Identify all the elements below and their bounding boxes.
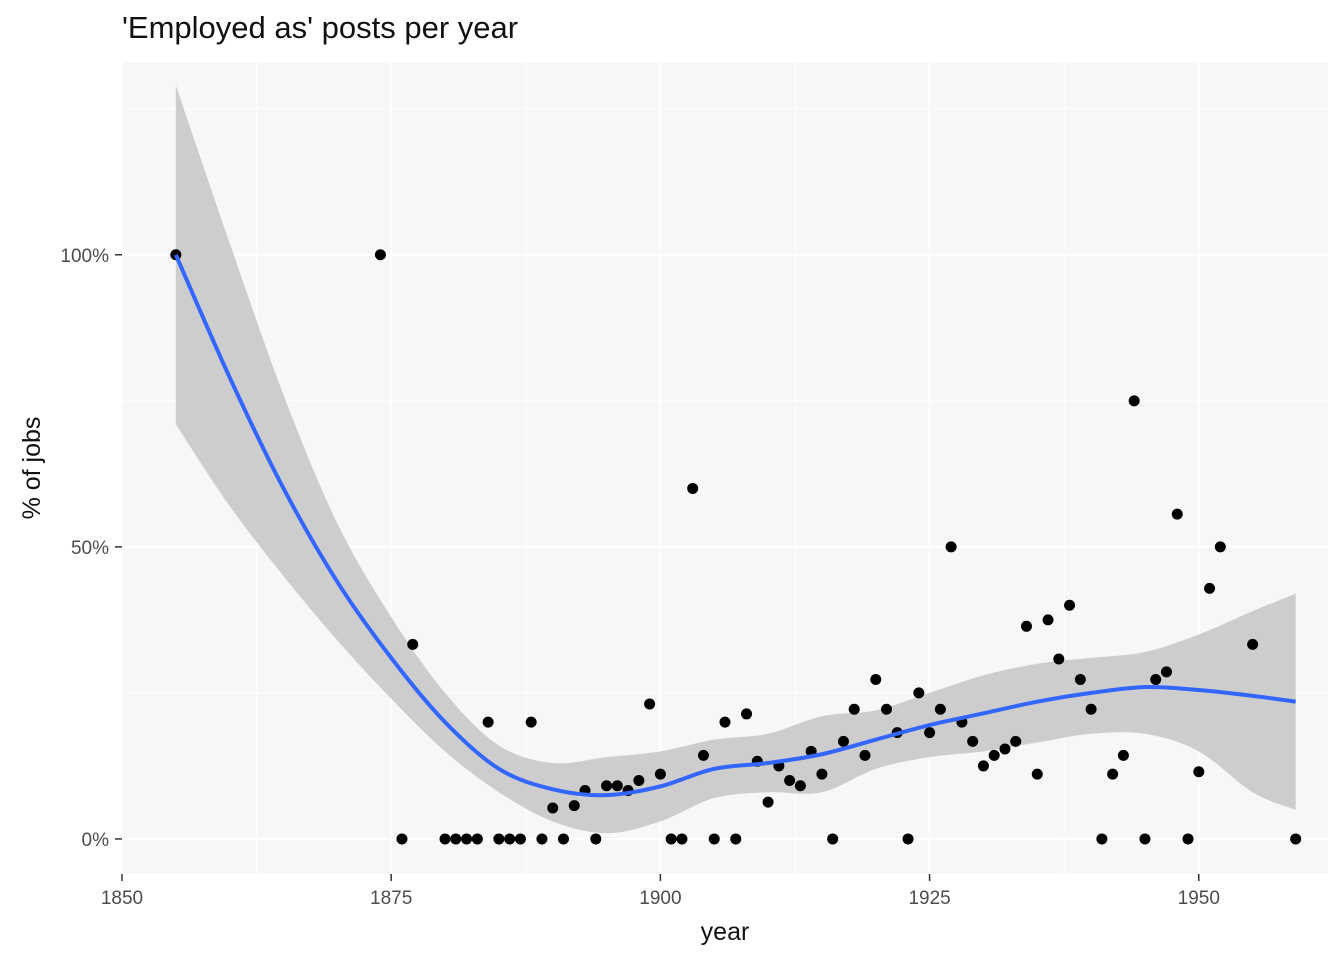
data-point [816,768,828,780]
data-point [1204,582,1216,594]
data-point [1074,673,1086,685]
data-point [1107,768,1119,780]
data-point [719,716,731,728]
data-point [1085,703,1097,715]
data-point [1042,614,1054,626]
data-point [697,749,709,761]
data-point [741,708,753,720]
data-point [687,482,699,494]
data-point [988,749,1000,761]
data-point [708,833,720,845]
data-point [794,780,806,792]
data-point [601,780,613,792]
data-point [590,833,602,845]
data-point [504,833,516,845]
data-point [611,780,623,792]
data-point [1031,768,1043,780]
data-point [633,775,645,787]
data-point [450,833,462,845]
y-axis-title: % of jobs [18,417,46,520]
y-tick-label: 100% [60,246,109,267]
data-point [644,698,656,710]
y-tick-label: 50% [71,538,109,559]
x-axis-title: year [701,918,750,946]
data-point [1150,673,1162,685]
data-point [1160,666,1172,678]
data-point [859,749,871,761]
data-points [170,249,1302,845]
data-point [1021,620,1032,632]
data-point [945,541,957,553]
data-point [1171,508,1183,520]
data-point [547,802,559,814]
data-point [525,716,537,728]
data-point [461,833,473,845]
y-axis-ticks: 0% 50% 100% [60,246,122,851]
data-point [1053,653,1065,665]
data-point [568,800,580,812]
data-point [762,796,774,808]
data-point [902,833,914,845]
chart-title: 'Employed as' posts per year [122,10,519,45]
data-point [557,833,569,845]
data-point [999,743,1011,755]
data-point [848,703,860,715]
data-point [471,833,483,845]
x-tick-label: 1875 [370,888,412,909]
data-point [1139,833,1151,845]
data-point [730,833,742,845]
x-tick-label: 1925 [908,888,950,909]
data-point [967,735,979,747]
data-point [1193,766,1205,778]
data-point [676,833,688,845]
data-point [536,833,548,845]
smooth-line [174,253,1296,798]
data-point [514,833,526,845]
data-point [1128,395,1140,407]
x-axis-ticks: 1850 1875 1900 1925 1950 [101,874,1220,909]
data-point [870,673,882,685]
x-tick-label: 1900 [639,888,681,909]
data-point [977,760,989,772]
data-point [665,833,677,845]
data-point [934,703,946,715]
data-point [784,775,796,787]
x-tick-label: 1850 [101,888,143,909]
data-point [1182,833,1194,845]
data-point [1290,833,1302,845]
data-point [493,833,505,845]
data-point [1247,638,1259,650]
data-point [482,716,494,728]
y-tick-label: 0% [82,830,110,851]
grid-major [121,62,1328,874]
data-point [407,638,419,650]
data-point [1214,541,1226,553]
data-point [1010,735,1022,747]
grid-minor [122,62,1328,874]
data-point [837,735,849,747]
data-point [1117,749,1129,761]
data-point [396,833,408,845]
data-point [374,249,386,261]
data-point [827,833,839,845]
data-point [439,833,451,845]
data-point [924,727,936,739]
data-point [1064,599,1076,611]
data-point [913,687,925,699]
data-point [654,768,666,780]
data-point [881,703,893,715]
data-point [1096,833,1108,845]
x-tick-label: 1950 [1178,888,1220,909]
